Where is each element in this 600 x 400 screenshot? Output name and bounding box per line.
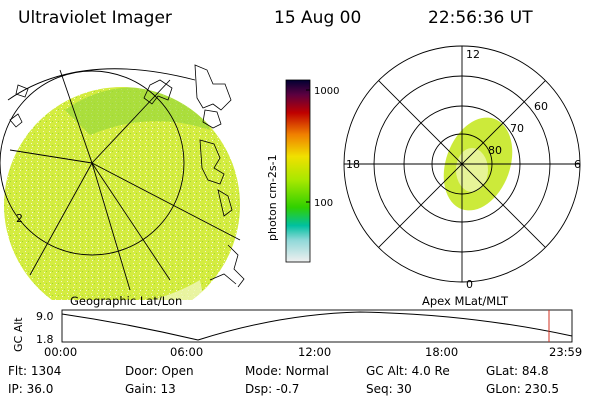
status-door: Door: Open — [125, 364, 194, 378]
status-flt: Flt: 1304 — [8, 364, 62, 378]
lat-label-60: 60 — [534, 100, 548, 113]
time-label: 22:56:36 UT — [428, 8, 533, 28]
uv-image — [4, 87, 240, 300]
mlt-label-12: 12 — [466, 48, 480, 61]
colorbar: 1000 100 photon cm-2s-1 — [266, 79, 339, 263]
mlt-label-18: 18 — [346, 158, 360, 171]
x-tick-0600: 06:00 — [170, 345, 204, 359]
status-glon: GLon: 230.5 — [486, 382, 559, 396]
altitude-plot: 9.0 1.8 GC Alt — [12, 309, 573, 352]
alt-tick-1.8: 1.8 — [36, 333, 54, 346]
polar-plot: 12 18 6 0 60 70 80 — [343, 45, 581, 291]
status-mode: Mode: Normal — [245, 364, 329, 378]
coastlines — [9, 64, 245, 288]
colorbar-tick-1000: 1000 — [314, 86, 339, 97]
lat-lon-grid — [0, 68, 241, 291]
x-tick-0000: 00:00 — [44, 345, 78, 359]
lat-label-70: 70 — [510, 122, 524, 135]
geographic-label: Geographic Lat/Lon — [70, 294, 183, 308]
alt-ylabel: GC Alt — [12, 317, 25, 352]
instrument-title: Ultraviolet Imager — [18, 8, 172, 28]
mlt-label-0: 0 — [466, 278, 473, 291]
status-gc-alt: GC Alt: 4.0 Re — [366, 364, 450, 378]
alt-tick-9: 9.0 — [36, 310, 54, 323]
x-tick-1200: 12:00 — [298, 345, 332, 359]
status-seq: Seq: 30 — [366, 382, 412, 396]
map-edge-label: 2 — [16, 212, 23, 225]
colorbar-unit-label: photon cm-2s-1 — [266, 154, 279, 241]
lat-label-80: 80 — [488, 144, 502, 157]
geographic-map: 2 — [0, 64, 245, 300]
x-tick-2359: 23:59 — [549, 345, 583, 359]
status-ip: IP: 36.0 — [8, 382, 54, 396]
status-glat: GLat: 84.8 — [486, 364, 549, 378]
x-tick-1800: 18:00 — [425, 345, 459, 359]
date-label: 15 Aug 00 — [274, 8, 362, 28]
status-dsp: Dsp: -0.7 — [245, 382, 300, 396]
apex-label: Apex MLat/MLT — [422, 294, 509, 308]
colorbar-tick-100: 100 — [314, 198, 333, 209]
status-gain: Gain: 13 — [125, 382, 176, 396]
mlt-label-6: 6 — [574, 158, 581, 171]
